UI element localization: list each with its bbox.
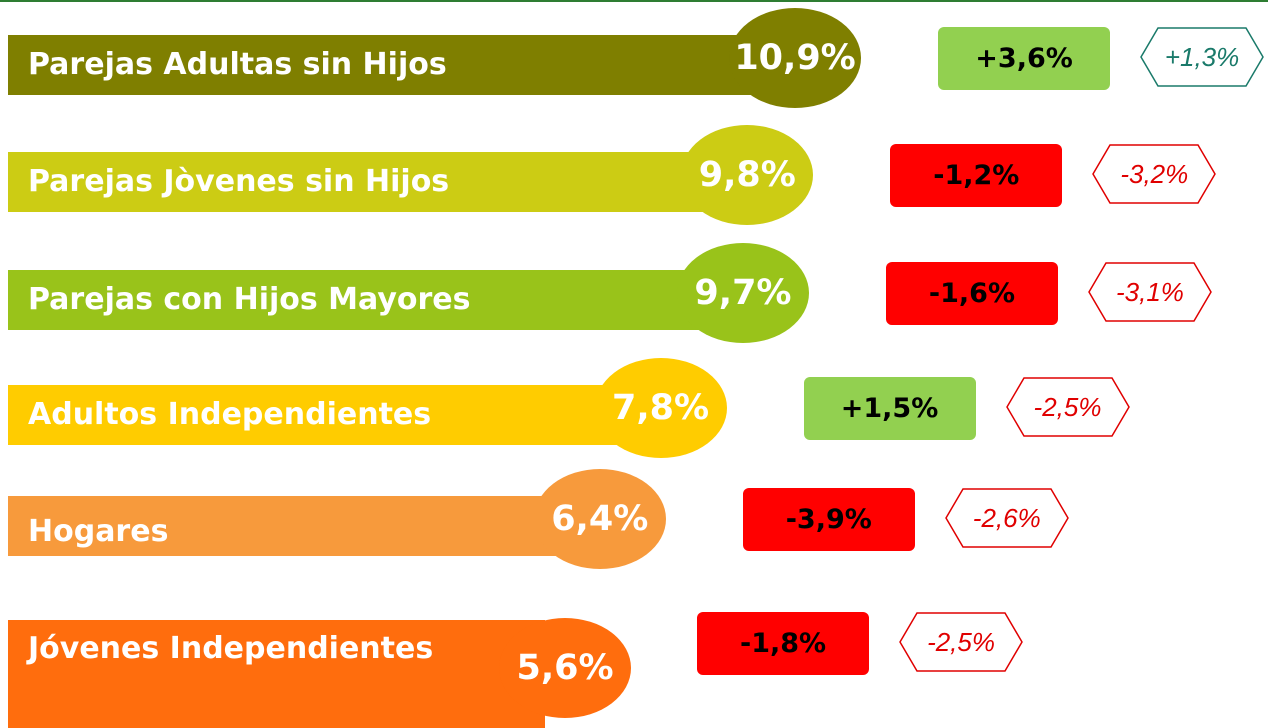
change-hexagon: -2,5% [899, 612, 1023, 672]
change-box: -3,9% [742, 488, 915, 551]
change-box: -1,2% [890, 144, 1063, 207]
change-label: -2,6% [972, 502, 1041, 533]
change-hexagon: -2,5% [1005, 377, 1130, 437]
category-label: Jóvenes Independientes [28, 631, 434, 666]
hexagon-shape [899, 612, 1023, 672]
change-label: -2,5% [1033, 391, 1102, 422]
hexagon-shape [1088, 262, 1212, 322]
bar [8, 496, 580, 556]
change-hexagon: -3,2% [1092, 144, 1217, 204]
category-label: Parejas con Hijos Mayores [28, 282, 471, 317]
hexagon-shape [1005, 377, 1130, 437]
change-hexagon: -3,1% [1088, 262, 1212, 322]
hexagon-shape [944, 488, 1069, 548]
change-box: -1,8% [697, 612, 870, 675]
change-label: +1,3% [1164, 41, 1240, 72]
bar [8, 152, 728, 212]
change-label: -3,1% [1116, 276, 1184, 307]
change-label: -3,2% [1120, 158, 1189, 189]
value-bubble: 9,8% [681, 125, 814, 225]
bar [8, 35, 776, 95]
bar [8, 270, 723, 330]
change-hexagon: -2,6% [944, 488, 1069, 548]
change-label: -2,5% [927, 626, 995, 657]
category-label: Adultos Independientes [28, 397, 432, 432]
bar [8, 385, 641, 445]
change-box: +3,6% [938, 27, 1111, 90]
hexagon-shape [1092, 144, 1217, 204]
change-box: -1,6% [885, 262, 1058, 325]
bar [8, 620, 546, 728]
category-label: Parejas Adultas sin Hijos [28, 47, 447, 82]
hexagon-shape [1140, 27, 1264, 87]
change-hexagon: +1,3% [1140, 27, 1264, 87]
value-bubble: 10,9% [729, 8, 862, 108]
category-label: Parejas Jòvenes sin Hijos [28, 164, 450, 199]
value-bubble: 5,6% [499, 618, 632, 718]
value-bubble: 6,4% [533, 469, 666, 569]
value-bubble: 7,8% [594, 358, 727, 458]
change-box: +1,5% [803, 377, 976, 440]
value-bubble: 9,7% [676, 243, 809, 343]
category-label: Hogares Monoparentales [28, 514, 302, 593]
